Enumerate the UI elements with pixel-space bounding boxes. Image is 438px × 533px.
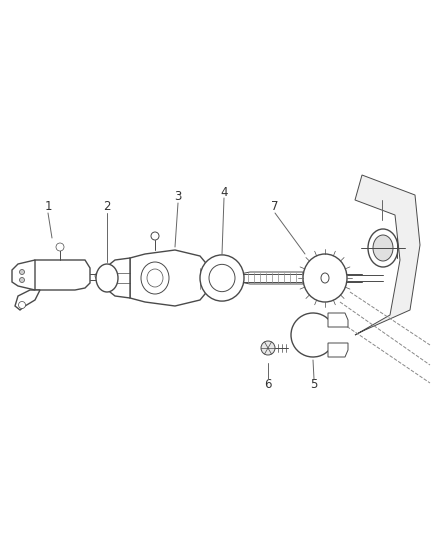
- Ellipse shape: [102, 271, 113, 285]
- Text: 5: 5: [310, 378, 318, 392]
- Ellipse shape: [96, 264, 118, 292]
- Ellipse shape: [303, 254, 347, 302]
- Ellipse shape: [20, 278, 25, 282]
- Ellipse shape: [209, 264, 235, 292]
- Ellipse shape: [95, 272, 105, 280]
- Text: 3: 3: [174, 190, 182, 204]
- Ellipse shape: [141, 262, 169, 294]
- Ellipse shape: [147, 269, 163, 287]
- Polygon shape: [12, 260, 35, 290]
- Text: 7: 7: [271, 200, 279, 214]
- Polygon shape: [240, 272, 303, 284]
- Ellipse shape: [56, 243, 64, 251]
- Text: 1: 1: [44, 200, 52, 214]
- Ellipse shape: [368, 229, 398, 267]
- Polygon shape: [108, 258, 130, 298]
- Ellipse shape: [261, 341, 275, 355]
- Text: 2: 2: [103, 200, 111, 214]
- Polygon shape: [130, 250, 215, 306]
- Text: 6: 6: [264, 378, 272, 392]
- Ellipse shape: [151, 232, 159, 240]
- Ellipse shape: [18, 302, 25, 309]
- Polygon shape: [30, 260, 90, 290]
- Polygon shape: [15, 290, 40, 310]
- Ellipse shape: [373, 235, 393, 261]
- Polygon shape: [220, 274, 240, 282]
- Ellipse shape: [200, 255, 244, 301]
- Text: 4: 4: [220, 185, 228, 198]
- Polygon shape: [328, 343, 348, 357]
- Ellipse shape: [321, 273, 329, 283]
- Ellipse shape: [20, 270, 25, 274]
- Polygon shape: [328, 313, 348, 327]
- Polygon shape: [355, 175, 420, 335]
